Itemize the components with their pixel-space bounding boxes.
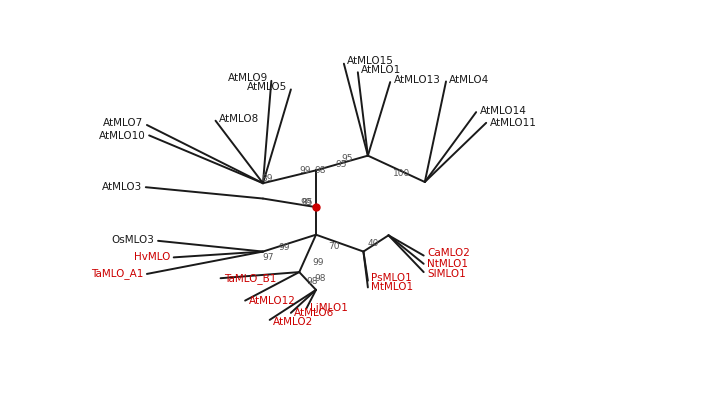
Text: TaMLO_B1: TaMLO_B1	[224, 273, 276, 284]
Text: 95: 95	[336, 160, 347, 169]
Text: AtMLO15: AtMLO15	[347, 56, 394, 66]
Text: 99: 99	[279, 243, 290, 252]
Text: 99: 99	[312, 258, 323, 267]
Text: NtMLO1: NtMLO1	[427, 259, 468, 269]
Text: TaMLO_A1: TaMLO_A1	[91, 269, 143, 279]
Text: 100: 100	[392, 169, 410, 178]
Text: 89: 89	[261, 174, 273, 183]
Text: 40: 40	[368, 239, 379, 248]
Text: 99: 99	[299, 166, 310, 175]
Text: 98: 98	[314, 274, 325, 283]
Text: AtMLO12: AtMLO12	[248, 296, 295, 306]
Text: AtMLO10: AtMLO10	[99, 131, 145, 141]
Text: 95: 95	[341, 154, 352, 163]
Text: AtMLO9: AtMLO9	[228, 73, 268, 84]
Text: LjMLO1: LjMLO1	[310, 303, 348, 313]
Text: AtMLO1: AtMLO1	[361, 65, 402, 75]
Text: OsMLO3: OsMLO3	[112, 234, 155, 245]
Text: AtMLO2: AtMLO2	[273, 317, 313, 327]
Text: 98: 98	[314, 166, 325, 176]
Text: AtMLO11: AtMLO11	[490, 118, 536, 128]
Text: AtMLO7: AtMLO7	[103, 117, 143, 127]
Text: MtMLO1: MtMLO1	[372, 283, 413, 293]
Text: 70: 70	[328, 242, 340, 252]
Text: HvMLO: HvMLO	[134, 252, 171, 262]
Text: AtMLO6: AtMLO6	[294, 308, 335, 318]
Text: 85: 85	[302, 198, 313, 207]
Text: 98: 98	[306, 277, 318, 287]
Text: SlMLO1: SlMLO1	[427, 269, 466, 279]
Text: AtMLO5: AtMLO5	[247, 82, 287, 92]
Text: AtMLO13: AtMLO13	[394, 75, 441, 85]
Text: AtMLO14: AtMLO14	[480, 106, 526, 116]
Text: 99: 99	[301, 198, 312, 207]
Text: 97: 97	[263, 254, 274, 263]
Text: CaMLO2: CaMLO2	[427, 248, 470, 258]
Text: PsMLO1: PsMLO1	[372, 273, 412, 283]
Text: AtMLO8: AtMLO8	[219, 114, 259, 124]
Text: AtMLO3: AtMLO3	[102, 182, 143, 192]
Text: AtMLO4: AtMLO4	[449, 75, 490, 85]
